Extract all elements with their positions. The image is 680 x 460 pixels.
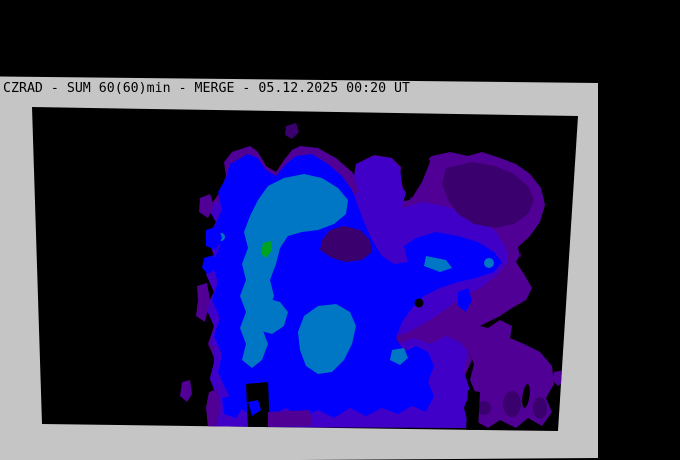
radar-gap-notch-ne (400, 148, 430, 198)
radar-azure-dot-east (484, 258, 494, 268)
radar-blue-speck-w2 (202, 255, 217, 274)
radar-blue-speck-sw2 (248, 400, 261, 416)
radar-violet-speck-w1 (199, 194, 214, 218)
radar-azure-arm-wisp (424, 256, 452, 272)
radar-indigo-bump-top (354, 156, 402, 206)
radar-violet-speck-sw2 (180, 380, 192, 402)
radar-violet-bottom-strip (268, 410, 312, 427)
radar-darkviolet-eye-2 (533, 397, 547, 419)
radar-green-cell (261, 241, 272, 258)
radar-blue-speck-sw1 (222, 394, 244, 418)
radar-violet-speck-w3 (196, 283, 210, 322)
radar-hole-dot (414, 298, 424, 308)
radar-azure-small-bottom (390, 348, 408, 365)
radar-gap-se (466, 390, 480, 430)
product-title: CZRAD - SUM 60(60)min - MERGE - 05.12.20… (3, 80, 410, 96)
radar-violet-streak-sw (206, 389, 220, 427)
radar-darkviolet-center-blob (320, 226, 372, 262)
radar-azure-lower-big (298, 304, 356, 374)
radar-darkviolet-eye-3 (477, 401, 491, 415)
radar-blue-speck-w1 (206, 226, 222, 250)
radar-darkviolet-ne-patch (442, 162, 534, 228)
radar-azure-claw (240, 174, 348, 368)
precipitation-field (180, 123, 566, 430)
radar-blue-speck-e (458, 288, 472, 312)
radar-violet-se-cluster (456, 320, 554, 428)
radar-gap-eye-slit (522, 384, 530, 408)
radar-darkviolet-eye-1 (503, 391, 521, 417)
radar-azure-lower-left (250, 298, 288, 334)
radar-darkviolet-top-speck (285, 123, 299, 139)
